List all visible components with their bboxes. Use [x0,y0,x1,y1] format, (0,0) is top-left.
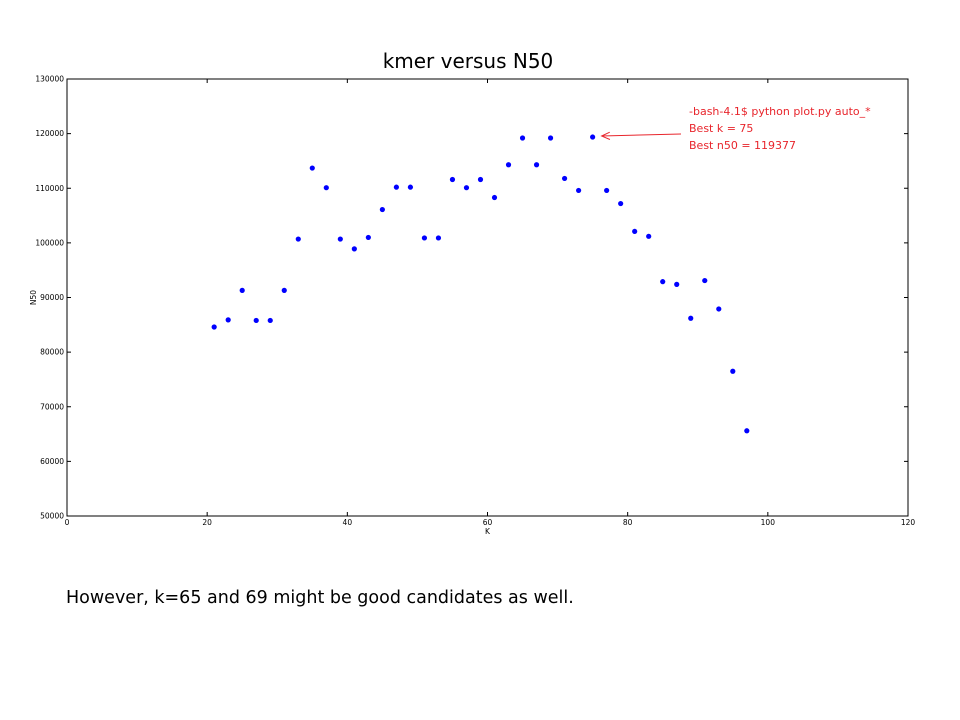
data-point [533,162,540,168]
data-point [253,317,259,324]
data-point [211,324,217,330]
data-point [702,277,708,284]
data-point [295,236,301,242]
data-point [505,162,512,168]
data-point [379,206,385,213]
data-point [730,368,736,374]
data-point [365,234,371,241]
annotation-best-k-text: Best k = 75 [689,122,753,135]
data-point [491,194,498,201]
data-point [660,279,666,285]
data-point [590,134,596,140]
data-point [351,246,357,252]
x-tick-label: 80 [623,518,633,527]
best-k-annotation: -bash-4.1$ python plot.py auto_* Best k … [600,105,871,152]
y-axis-label: N50 [29,290,38,305]
y-tick-label: 100000 [35,238,64,247]
data-point [477,176,484,183]
data-point [744,428,750,434]
data-point [632,228,638,235]
data-point [618,200,624,207]
y-axis: 50000 60000 70000 80000 90000 100000 110000 120… [35,75,908,521]
data-point [604,187,610,194]
y-tick-label: 110000 [35,184,64,193]
y-tick-label: 130000 [35,75,64,84]
data-point [547,135,554,141]
x-tick-label: 0 [65,518,70,527]
data-point [421,235,428,241]
y-tick-label: 60000 [40,457,64,466]
data-point [688,315,694,321]
data-point [646,233,652,239]
annotation-command-text: -bash-4.1$ python plot.py auto_* [689,105,871,118]
data-point [239,287,245,293]
data-point [463,185,470,191]
data-point [267,317,273,324]
x-axis-label: K [485,527,491,536]
caption-text: However, k=65 and 69 might be good candi… [66,588,574,608]
data-point [449,176,456,183]
annotation-arrow [601,133,682,137]
x-axis: 0 20 40 60 80 100 120 [65,79,916,527]
data-point [309,165,315,171]
annotation-arrow-head [600,131,611,140]
data-point [337,236,343,242]
x-tick-label: 60 [483,518,493,527]
data-point [519,135,526,141]
data-point [435,235,442,241]
x-tick-label: 120 [901,518,916,527]
y-tick-label: 50000 [40,512,64,521]
data-point [674,281,680,287]
data-point [281,287,287,293]
chart-title: kmer versus N50 [383,49,554,73]
data-point [225,317,231,323]
scatter-chart: kmer versus N50 0 20 40 60 80 100 120 50000 600… [29,49,916,536]
annotation-best-n50-text: Best n50 = 119377 [689,139,796,152]
y-tick-label: 70000 [40,402,64,411]
x-tick-label: 20 [202,518,212,527]
data-point [576,187,582,194]
data-point [407,184,414,190]
x-tick-label: 100 [761,518,776,527]
data-point [323,185,329,191]
y-tick-label: 120000 [35,129,64,138]
data-points [211,134,750,434]
y-tick-label: 90000 [40,293,64,302]
y-tick-label: 80000 [40,348,64,357]
x-tick-label: 40 [343,518,353,527]
data-point [393,184,399,190]
data-point [561,175,568,182]
data-point [716,306,722,312]
